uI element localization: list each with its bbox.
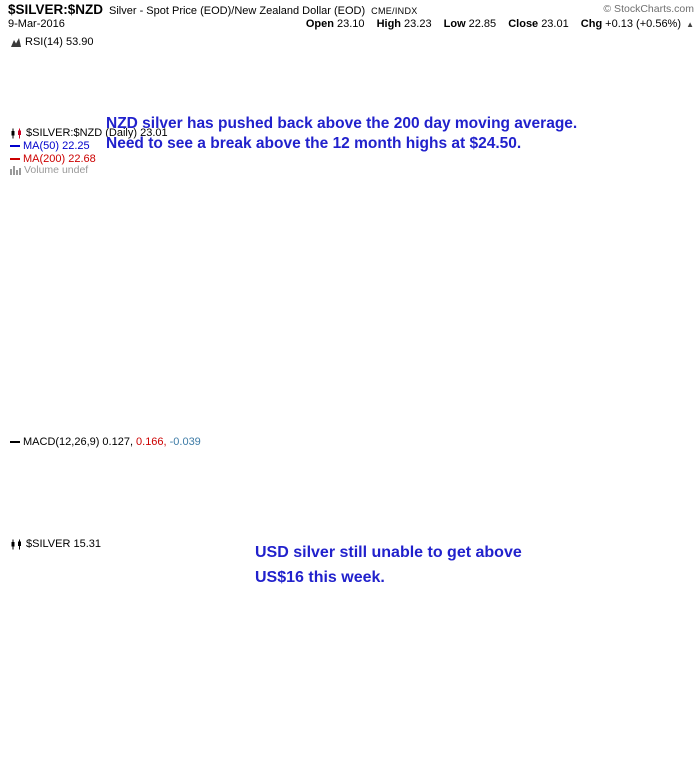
rsi-legend-label: RSI(14) 53.90 [25, 36, 94, 48]
ohlc-bars-icon [11, 539, 21, 549]
high-value: 23.23 [404, 18, 432, 30]
macd-legend: MACD(12,26,9) 0.127, 0.166, -0.039 [10, 436, 201, 448]
close-label: Close [508, 18, 539, 30]
annotation-usd-line2: US$16 this week. [255, 569, 385, 586]
exchange-label: CME/INDX [371, 6, 418, 16]
ma200-legend-label: MA(200) 22.68 [23, 153, 96, 165]
annotation-usd-silver: USD silver still unable to get above US$… [255, 540, 522, 590]
low-label: Low [443, 18, 466, 30]
price-legend-label: $SILVER:$NZD (Daily) 23.01 [26, 127, 168, 139]
annotation-nzd-silver: NZD silver has pushed back above the 200… [106, 114, 577, 154]
open-value: 23.10 [336, 18, 365, 30]
ma50-legend-label: MA(50) 22.25 [23, 140, 90, 152]
ma200-line-icon [10, 158, 20, 160]
macd-hist-value: -0.039 [169, 436, 201, 448]
up-arrow-icon: ▲ [686, 20, 694, 29]
ma200-legend: MA(200) 22.68 [10, 153, 96, 165]
silver-legend-label: $SILVER 15.31 [26, 538, 102, 550]
annotation-nzd-line1: NZD silver has pushed back above the 200… [106, 115, 578, 132]
macd-signal-value: 0.166, [136, 436, 167, 448]
annotation-usd-line1: USD silver still unable to get above [255, 544, 522, 561]
chg-label: Chg [580, 18, 603, 30]
quote-date: 9-Mar-2016 [8, 18, 65, 30]
low-value: 22.85 [468, 18, 497, 30]
price-legend: $SILVER:$NZD (Daily) 23.01 [10, 127, 168, 139]
volume-bars-icon [10, 166, 21, 175]
ma50-legend: MA(50) 22.25 [10, 140, 90, 152]
close-value: 23.01 [541, 18, 569, 30]
volume-legend: Volume undef [10, 164, 88, 176]
macd-line-icon [10, 441, 20, 443]
copyright-text: © StockCharts.com [603, 3, 694, 15]
high-label: High [376, 18, 402, 30]
chart-header: $SILVER:$NZD Silver - Spot Price (EOD)/N… [8, 2, 418, 17]
rsi-legend: RSI(14) 53.90 [10, 36, 93, 48]
open-label: Open [305, 18, 334, 30]
candlestick-icon [11, 128, 21, 138]
annotation-nzd-line2: Need to see a break above the 12 month h… [106, 135, 522, 152]
ma50-line-icon [10, 145, 20, 147]
volume-legend-label: Volume undef [24, 164, 89, 176]
indicator-icon [11, 37, 21, 47]
macd-legend-label: MACD(12,26,9) [23, 436, 100, 448]
ticker-description: Silver - Spot Price (EOD)/New Zealand Do… [109, 5, 366, 17]
ohlc-quote-row: Open 23.10 High 23.23 Low 22.85 Close 23.01 … [297, 18, 694, 30]
macd-value: 0.127, [102, 436, 134, 448]
silver-legend: $SILVER 15.31 [10, 538, 101, 550]
ticker-symbol: $SILVER:$NZD [8, 2, 104, 17]
chg-value: +0.13 (+0.56%) [605, 18, 682, 30]
